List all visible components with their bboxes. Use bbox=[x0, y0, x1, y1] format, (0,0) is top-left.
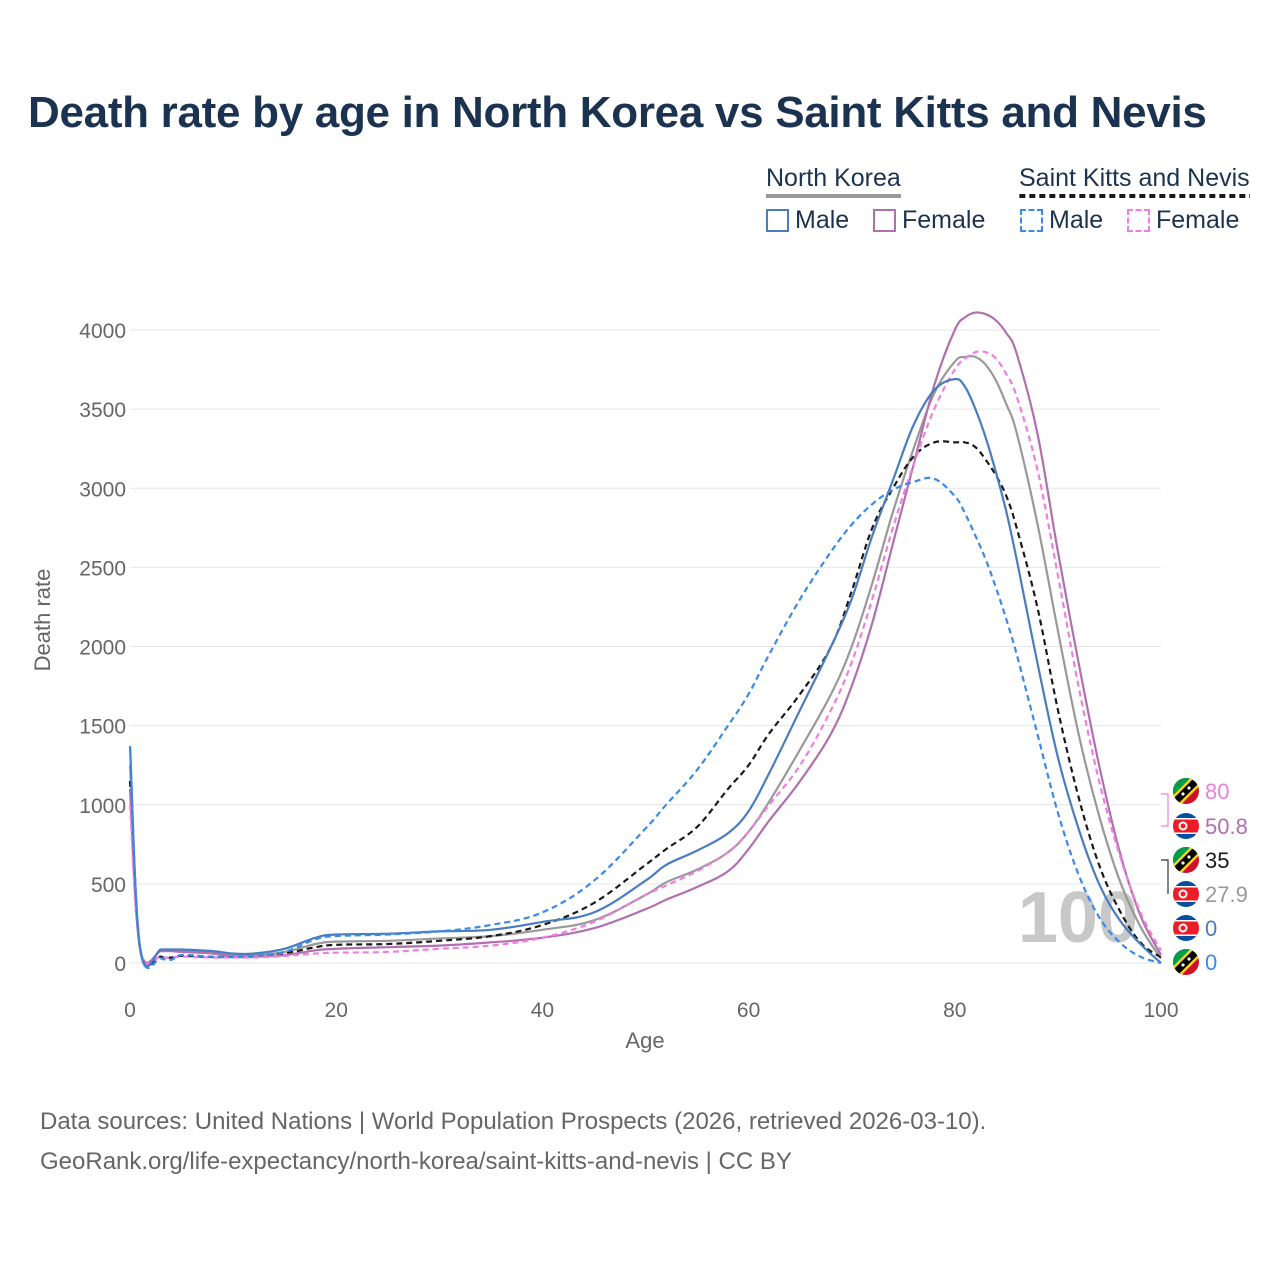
saint-kitts-and-nevis-flag-icon bbox=[1173, 949, 1199, 975]
series-line-north-korea-female[interactable] bbox=[128, 311, 1162, 964]
x-tick-label: 80 bbox=[943, 999, 966, 1022]
legend-label-nk-male: Male bbox=[795, 206, 850, 234]
series-line-north-korea-male[interactable] bbox=[128, 377, 1162, 968]
x-tick-label: 40 bbox=[531, 999, 554, 1022]
north-korea-flag-icon bbox=[1173, 915, 1199, 941]
north-korea-flag-icon bbox=[1173, 813, 1199, 839]
legend-north-korea-title: North Korea bbox=[766, 164, 901, 198]
north-korea-flag-icon bbox=[1173, 881, 1199, 907]
legend-north-korea-female[interactable]: Female bbox=[873, 206, 985, 235]
end-label-guide bbox=[1161, 859, 1169, 894]
x-tick-label: 0 bbox=[124, 999, 136, 1022]
legend-saint-kitts-male[interactable]: Male bbox=[1020, 206, 1103, 235]
legend-saint-kitts-title: Saint Kitts and Nevis bbox=[1019, 164, 1250, 198]
end-label-value: 80 bbox=[1205, 779, 1229, 804]
legend-swatch-nk-female bbox=[873, 209, 896, 232]
legend-saint-kitts-title-text: Saint Kitts and Nevis bbox=[1019, 164, 1250, 192]
end-label-row: 0 bbox=[1173, 915, 1217, 941]
footer-sources: Data sources: United Nations | World Pop… bbox=[40, 1108, 987, 1135]
x-tick-label: 60 bbox=[737, 999, 760, 1022]
age-watermark: 100 bbox=[1018, 878, 1138, 958]
x-axis-label: Age bbox=[625, 1028, 664, 1053]
footer-url[interactable]: GeoRank.org/life-expectancy/north-korea/… bbox=[40, 1148, 792, 1175]
end-label-row: 50.8 bbox=[1173, 813, 1248, 839]
end-label-guide bbox=[1161, 793, 1169, 827]
y-axis-ticks: 0 500 1000 1500 2000 2500 3000 3500 4000 bbox=[79, 320, 126, 976]
legend-north-korea-title-text: North Korea bbox=[766, 164, 901, 192]
y-tick-label: 3500 bbox=[79, 399, 126, 422]
grid-lines bbox=[130, 329, 1161, 964]
end-label-value: 27.9 bbox=[1205, 882, 1248, 907]
y-tick-label: 2000 bbox=[79, 637, 126, 660]
legend-swatch-nk-male bbox=[766, 209, 789, 232]
legend-swatch-kn-male bbox=[1020, 209, 1043, 232]
end-label-value: 0 bbox=[1205, 916, 1217, 941]
y-tick-label: 1000 bbox=[79, 795, 126, 818]
series-line-saint-kitts-and-nevis-male[interactable] bbox=[128, 476, 1162, 969]
end-label-row: 80 bbox=[1173, 778, 1229, 804]
legend-north-korea-male[interactable]: Male bbox=[766, 206, 849, 235]
legend-saint-kitts-female[interactable]: Female bbox=[1127, 206, 1239, 235]
end-label-value: 35 bbox=[1205, 848, 1229, 873]
end-label-row: 35 bbox=[1173, 847, 1229, 873]
y-tick-label: 500 bbox=[91, 874, 126, 897]
y-tick-label: 1500 bbox=[79, 716, 126, 739]
y-tick-label: 4000 bbox=[79, 320, 126, 343]
end-label-value: 50.8 bbox=[1205, 814, 1248, 839]
y-tick-label: 0 bbox=[114, 953, 126, 976]
x-axis-ticks: 0 20 40 60 80 100 bbox=[124, 999, 1178, 1022]
end-label-value: 0 bbox=[1205, 950, 1217, 975]
end-labels: 80 50.8 35 27.9 0 0 bbox=[1161, 778, 1248, 975]
x-tick-label: 20 bbox=[325, 999, 348, 1022]
legend-swatch-kn-female bbox=[1127, 209, 1150, 232]
end-label-row: 27.9 bbox=[1173, 881, 1248, 907]
legend-label-kn-female: Female bbox=[1156, 206, 1240, 234]
y-axis-label: Death rate bbox=[30, 569, 55, 672]
saint-kitts-and-nevis-flag-icon bbox=[1173, 778, 1199, 804]
legend-label-nk-female: Female bbox=[902, 206, 986, 234]
series-line-saint-kitts-and-nevis-female[interactable] bbox=[128, 350, 1162, 966]
series-lines bbox=[128, 311, 1162, 969]
y-tick-label: 3000 bbox=[79, 478, 126, 501]
x-tick-label: 100 bbox=[1143, 999, 1178, 1022]
end-label-row: 0 bbox=[1173, 949, 1217, 975]
series-line-north-korea-total[interactable] bbox=[128, 354, 1162, 966]
series-line-saint-kitts-and-nevis-total[interactable] bbox=[128, 440, 1162, 967]
y-tick-label: 2500 bbox=[79, 557, 126, 580]
legend-label-kn-male: Male bbox=[1049, 206, 1104, 234]
chart-title: Death rate by age in North Korea vs Sain… bbox=[28, 88, 1207, 137]
saint-kitts-and-nevis-flag-icon bbox=[1173, 847, 1199, 873]
